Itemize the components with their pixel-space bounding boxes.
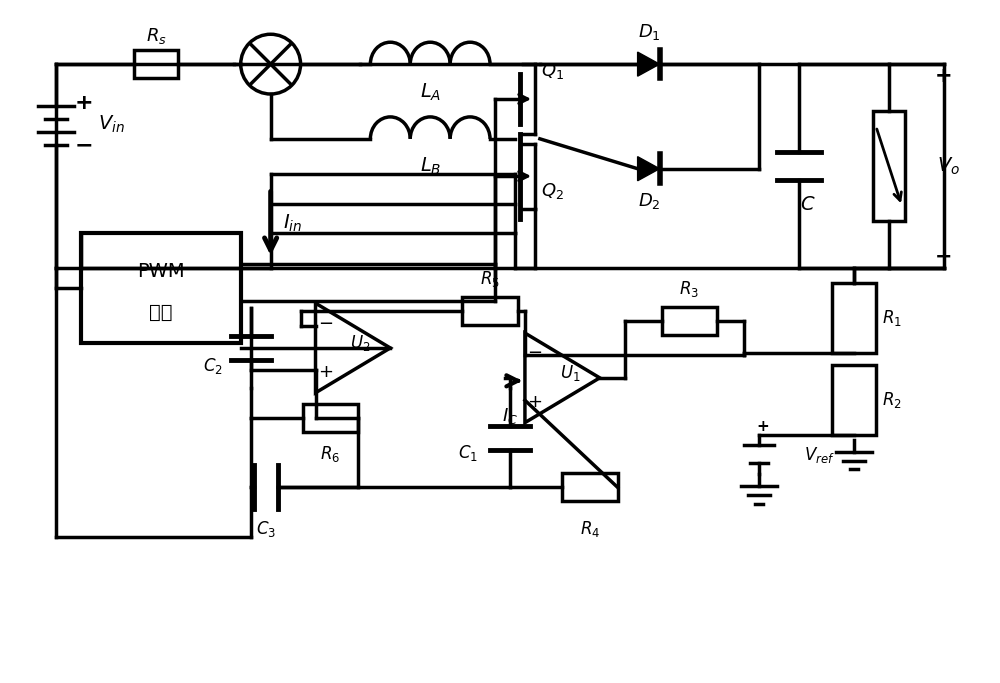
Bar xyxy=(303,404,358,432)
Bar xyxy=(832,365,876,434)
Text: $C_2$: $C_2$ xyxy=(203,356,223,376)
Text: $Q_1$: $Q_1$ xyxy=(541,61,564,81)
Bar xyxy=(81,234,241,343)
Text: $I_{in}$: $I_{in}$ xyxy=(283,213,302,234)
Text: $L_A$: $L_A$ xyxy=(420,81,441,102)
Text: +: + xyxy=(935,66,953,86)
Text: $U_2$: $U_2$ xyxy=(350,333,371,353)
Bar xyxy=(873,111,905,221)
Text: +: + xyxy=(75,94,93,113)
Text: 驱动: 驱动 xyxy=(149,303,173,322)
Bar xyxy=(832,283,876,353)
Bar xyxy=(134,50,178,78)
Text: −: − xyxy=(75,135,93,155)
Text: $Q_2$: $Q_2$ xyxy=(541,181,564,201)
Text: $R_6$: $R_6$ xyxy=(320,443,341,464)
Bar xyxy=(662,307,717,335)
Text: $L_B$: $L_B$ xyxy=(420,156,441,178)
Text: C: C xyxy=(800,195,814,214)
Text: PWM: PWM xyxy=(137,262,185,281)
Text: −: − xyxy=(318,315,333,333)
Text: $R_5$: $R_5$ xyxy=(480,268,500,289)
Text: $U_1$: $U_1$ xyxy=(560,363,580,383)
Text: $I_C$: $I_C$ xyxy=(502,406,518,426)
Text: $R_2$: $R_2$ xyxy=(882,390,902,410)
Text: +: + xyxy=(756,419,769,434)
Text: $C_3$: $C_3$ xyxy=(256,519,276,540)
Text: $R_3$: $R_3$ xyxy=(679,279,699,298)
Text: −: − xyxy=(527,344,542,363)
Text: $V_{ref}$: $V_{ref}$ xyxy=(804,445,835,464)
Text: +: + xyxy=(318,363,333,381)
Polygon shape xyxy=(638,156,660,181)
Text: $V_o$: $V_o$ xyxy=(937,156,960,177)
Text: $R_4$: $R_4$ xyxy=(580,519,600,540)
Text: +: + xyxy=(527,393,542,411)
Text: −: − xyxy=(935,247,953,266)
Text: $D_1$: $D_1$ xyxy=(638,23,661,42)
Text: $R_s$: $R_s$ xyxy=(146,26,166,46)
Polygon shape xyxy=(638,52,660,76)
Text: $D_2$: $D_2$ xyxy=(638,191,661,210)
Text: $V_{in}$: $V_{in}$ xyxy=(98,114,125,135)
Text: $R_1$: $R_1$ xyxy=(882,308,902,328)
Text: $C_1$: $C_1$ xyxy=(458,443,478,462)
Bar xyxy=(462,296,518,324)
Bar xyxy=(562,473,618,501)
